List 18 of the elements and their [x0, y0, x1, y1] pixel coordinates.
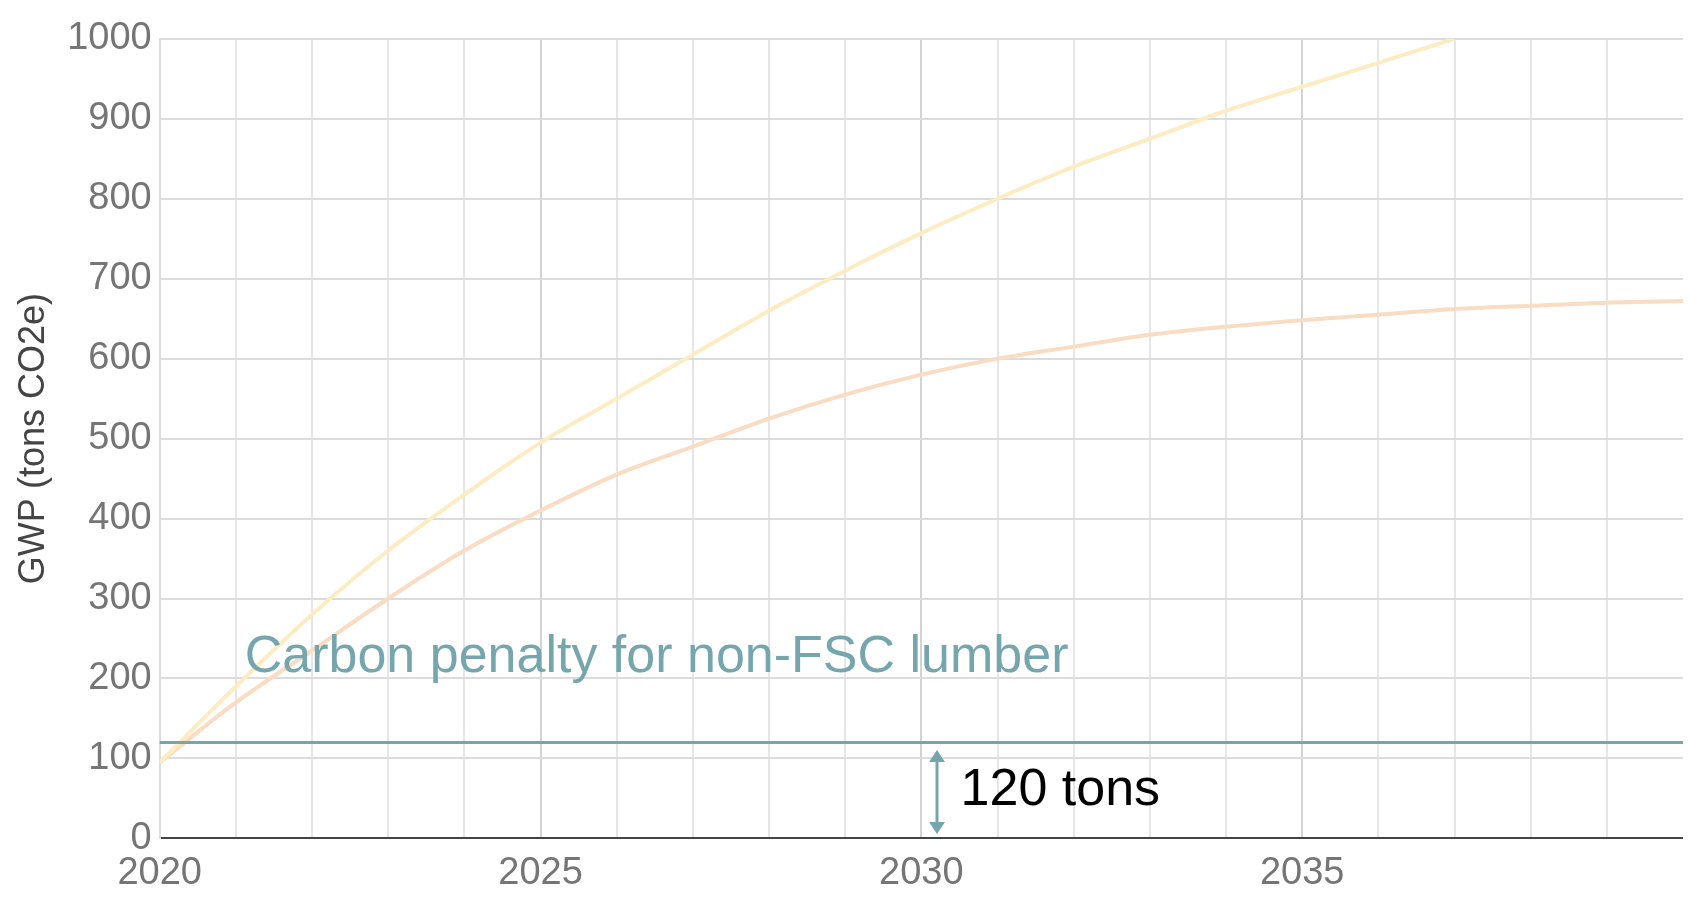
- y-tick-label: 700: [88, 255, 152, 298]
- annotation: 120 tons: [960, 757, 1161, 816]
- y-tick-label: 400: [88, 495, 152, 538]
- y-tick-label: 900: [88, 95, 152, 138]
- line-series: [159, 299, 1683, 765]
- y-tick-label: 500: [88, 415, 152, 458]
- y-tick-label: 300: [88, 575, 152, 617]
- line-series: [159, 38, 1457, 765]
- y-tick-label: 200: [88, 654, 152, 697]
- x-tick-label: 2025: [498, 849, 583, 892]
- y-tick-label: 100: [88, 734, 152, 777]
- x-tick-label: 2030: [879, 849, 964, 892]
- y-tick-label: 1000: [67, 15, 152, 58]
- x-tick-label: 2035: [1259, 849, 1345, 892]
- y-tick-label: 800: [88, 175, 152, 218]
- y-tick-label: 600: [88, 335, 152, 378]
- ref-line-label: Carbon penalty for non-FSC lumber: [244, 625, 1069, 684]
- y-axis-title: GWP (tons CO2e): [10, 292, 52, 585]
